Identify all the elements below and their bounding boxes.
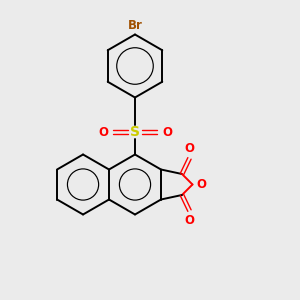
Text: O: O (196, 178, 206, 191)
Text: S: S (130, 125, 140, 139)
Text: O: O (184, 142, 194, 155)
Text: O: O (98, 125, 108, 139)
Text: O: O (184, 214, 194, 226)
Text: O: O (162, 125, 172, 139)
Text: Br: Br (128, 19, 142, 32)
